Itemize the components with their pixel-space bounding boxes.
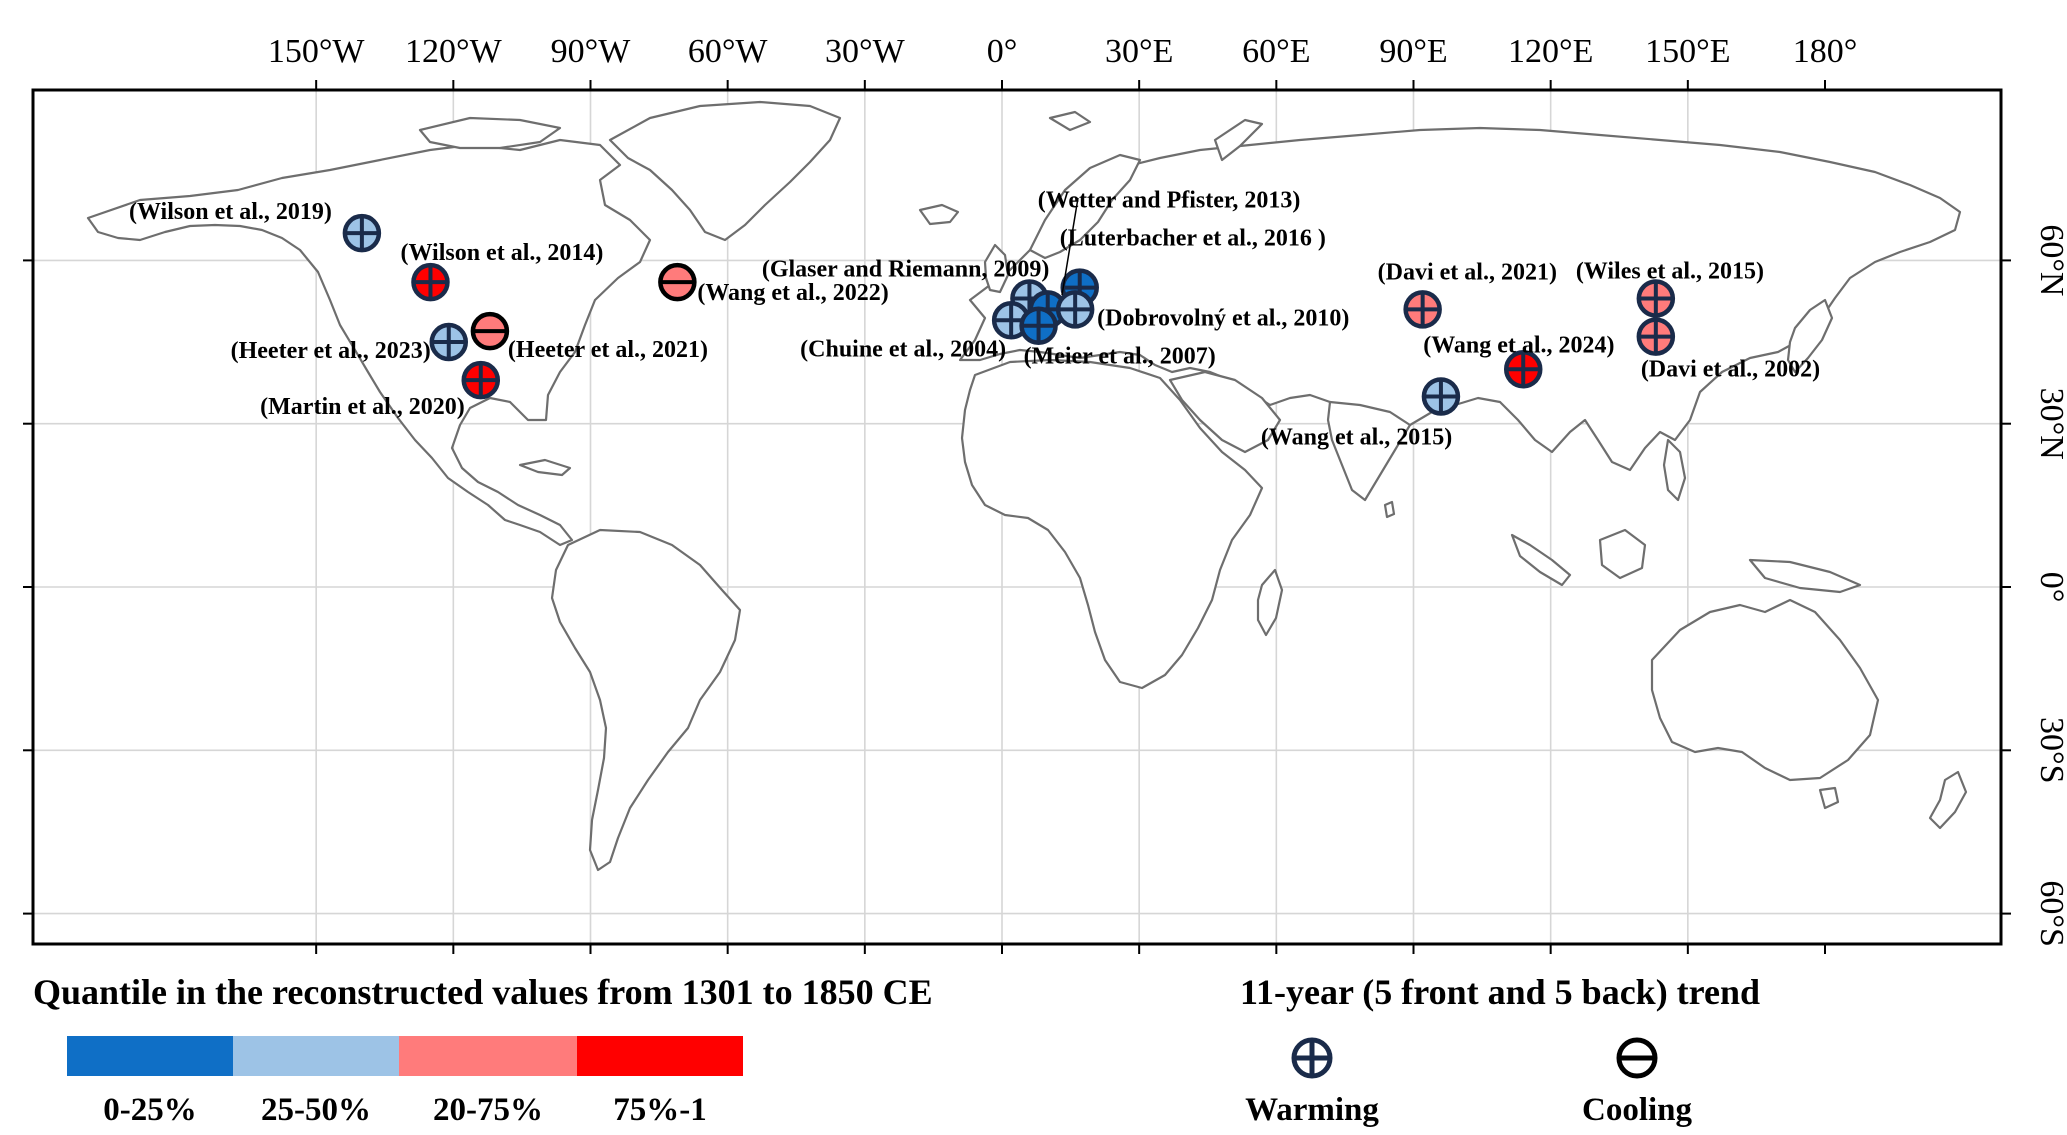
site-label: (Wang et al., 2015) xyxy=(1261,424,1452,450)
warming-label: Warming xyxy=(1245,1092,1379,1128)
quantile-class-label: 0-25% xyxy=(103,1092,197,1128)
quantile-swatch xyxy=(399,1036,577,1076)
site-label: (Wiles et al., 2015) xyxy=(1576,259,1764,285)
quantile-swatch xyxy=(67,1036,233,1076)
right-tick-label: 30°N xyxy=(2033,388,2067,460)
top-tick-label: 150°W xyxy=(268,33,366,70)
quantile-class-label: 25-50% xyxy=(261,1092,371,1128)
site-marker-warming xyxy=(461,360,501,400)
site-label: (Heeter et al., 2023) xyxy=(231,338,431,364)
land-madagascar xyxy=(1256,568,1284,637)
right-tick-label: 30°S xyxy=(2033,717,2067,784)
land-new-zealand xyxy=(1928,770,1968,830)
site-label: (Wang et al., 2024) xyxy=(1423,332,1614,358)
land-greenland xyxy=(608,100,842,242)
top-tick-label: 90°E xyxy=(1379,33,1447,70)
site-marker-warming xyxy=(1019,306,1058,345)
site-marker-warming xyxy=(342,213,382,253)
land-british-isles xyxy=(983,243,1010,294)
site-label: (Heeter et al., 2021) xyxy=(508,337,708,363)
site-marker-warming xyxy=(1403,290,1442,329)
quantile-class-label: 20-75% xyxy=(433,1092,543,1128)
land-sumatra xyxy=(1510,533,1572,587)
site-label: (Chuine et al., 2004) xyxy=(800,336,1006,362)
top-tick-label: 120°E xyxy=(1508,33,1593,70)
site-label: (Martin et al., 2020) xyxy=(260,394,465,420)
quantile-swatch xyxy=(233,1036,399,1076)
landmasses xyxy=(86,100,1968,872)
circle-plus-icon xyxy=(1291,1037,1333,1079)
site-label: (Davi et al., 2002) xyxy=(1641,357,1820,383)
site-marker-cooling xyxy=(470,311,510,351)
top-tick-label: 120°W xyxy=(405,33,503,70)
top-tick-label: 60°E xyxy=(1242,33,1310,70)
land-tasmania xyxy=(1818,786,1840,810)
right-tick-label: 60°N xyxy=(2033,224,2067,296)
land-sri-lanka xyxy=(1383,500,1396,519)
site-label: (Wetter and Pfister, 2013) xyxy=(1038,187,1301,213)
land-africa xyxy=(960,358,1264,690)
site-marker-warming xyxy=(1636,279,1676,318)
site-label: (Davi et al., 2021) xyxy=(1378,259,1557,285)
land-arctic-archipelago xyxy=(418,116,562,150)
site-marker-warming xyxy=(1636,317,1676,356)
top-tick-label: 60°W xyxy=(688,33,769,70)
quantile-colorbar: 0-25% 25-50% 20-75% 75%-1 xyxy=(67,1036,743,1128)
quantile-class-label: 75%-1 xyxy=(613,1092,707,1128)
site-label: (Dobrovolný et al., 2010) xyxy=(1097,305,1349,331)
land-svalbard xyxy=(1048,110,1092,132)
cooling-legend-item: Cooling xyxy=(1582,1037,1693,1128)
top-tick-label: 180° xyxy=(1793,33,1858,70)
top-tick-label: 90°W xyxy=(551,33,632,70)
site-label: (Wilson et al., 2019) xyxy=(129,199,332,225)
land-australia xyxy=(1650,598,1880,782)
quantile-legend-title: Quantile in the reconstructed values fro… xyxy=(33,972,933,1012)
site-marker-warming xyxy=(429,322,469,362)
site-marker-warming xyxy=(411,262,450,302)
site-marker-warming xyxy=(1421,377,1461,416)
quantile-swatch xyxy=(577,1036,743,1076)
cooling-label: Cooling xyxy=(1582,1092,1693,1128)
site-label: (Wilson et al., 2014) xyxy=(400,240,603,266)
site-marker-warming xyxy=(1055,290,1095,329)
land-scandinavia xyxy=(1028,153,1142,260)
land-japan xyxy=(1786,298,1834,374)
site-label: (Luterbacher et al., 2016 ) xyxy=(1060,226,1326,252)
land-north-america xyxy=(86,138,652,547)
site-label: (Meier et al., 2007) xyxy=(1024,344,1216,370)
warming-legend-item: Warming xyxy=(1245,1037,1379,1128)
land-cuba xyxy=(518,458,572,477)
land-borneo xyxy=(1598,528,1647,580)
axis-ticks: 150°W 120°W 90°W 60°W 30°W 0° 30°E 60°E 90°E 120°… xyxy=(23,33,2067,954)
leader-line-wetter-pfister xyxy=(1061,197,1079,296)
map-frame xyxy=(31,88,2003,946)
top-tick-label: 30°W xyxy=(825,33,906,70)
site-marker-cooling xyxy=(658,262,697,302)
circle-minus-icon xyxy=(1616,1037,1658,1079)
land-iceland xyxy=(918,203,960,226)
land-new-guinea xyxy=(1748,558,1862,594)
site-markers: (Wilson et al., 2019) (Wilson et al., 201… xyxy=(129,187,1820,450)
top-tick-label: 150°E xyxy=(1645,33,1730,70)
land-india xyxy=(1326,400,1412,502)
site-marker-warming xyxy=(1503,350,1543,389)
land-novaya-zemlya xyxy=(1213,118,1264,162)
land-philippines xyxy=(1662,438,1687,502)
land-south-america xyxy=(550,528,742,872)
trend-legend-title: 11-year (5 front and 5 back) trend xyxy=(1240,972,1760,1012)
site-label: (Glaser and Riemann, 2009) xyxy=(762,257,1050,283)
top-tick-label: 30°E xyxy=(1105,33,1173,70)
land-arabia xyxy=(1168,370,1282,454)
site-label: (Wang et al., 2022) xyxy=(697,280,888,306)
right-tick-label: 0° xyxy=(2033,572,2067,603)
top-tick-label: 0° xyxy=(987,33,1018,70)
right-tick-label: 60°S xyxy=(2033,880,2067,947)
